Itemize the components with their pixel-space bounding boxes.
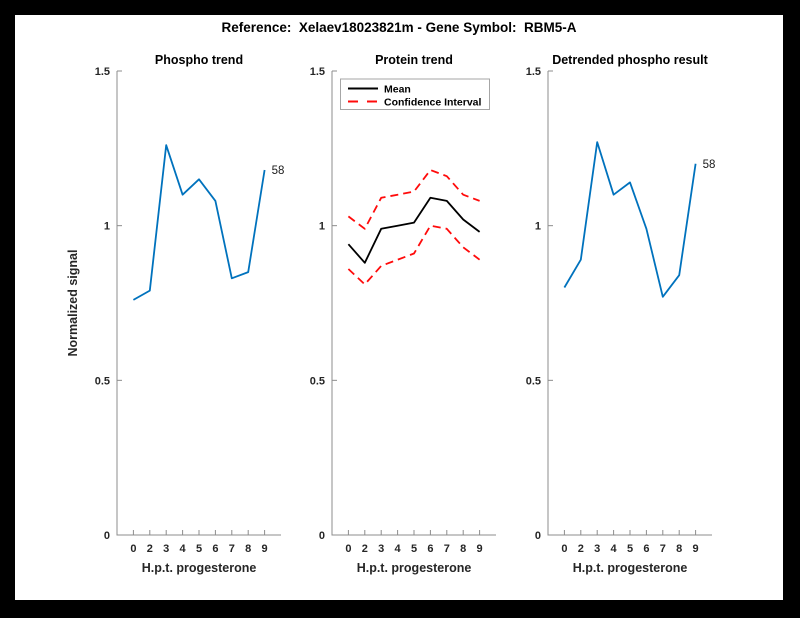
- x-tick-label: 9: [262, 543, 268, 555]
- y-tick-label: 0: [535, 530, 541, 542]
- x-tick-label: 3: [378, 543, 384, 555]
- x-tick-label: 4: [180, 543, 187, 555]
- y-tick-label: 1.5: [95, 66, 110, 78]
- x-tick-label: 2: [578, 543, 584, 555]
- y-tick-label: 0.5: [526, 375, 541, 387]
- x-tick-label: 5: [411, 543, 417, 555]
- series-confidence-interval-lower-line: [347, 224, 481, 286]
- x-tick-label: 7: [660, 543, 666, 555]
- series-phospho-signal-line: [132, 144, 266, 301]
- x-tick-label: 8: [245, 543, 251, 555]
- x-tick-label: 4: [611, 543, 618, 555]
- subplot-title: Detrended phospho result: [552, 53, 708, 67]
- x-tick-label: 4: [395, 543, 402, 555]
- y-axis-label: Normalized signal: [66, 250, 80, 357]
- x-axis-label: H.p.t. progesterone: [357, 561, 472, 575]
- x-tick-label: 9: [693, 543, 699, 555]
- legend-entry-label: Mean: [384, 84, 411, 96]
- series-confidence-interval-upper-line: [347, 169, 480, 230]
- x-tick-label: 0: [561, 543, 567, 555]
- y-tick-label: 1.5: [310, 66, 325, 78]
- endpoint-value-label: 58: [703, 159, 716, 171]
- x-tick-label: 2: [362, 543, 368, 555]
- y-tick-label: 1.5: [526, 66, 541, 78]
- x-axis-label: H.p.t. progesterone: [573, 561, 688, 575]
- x-tick-label: 7: [229, 543, 235, 555]
- figure-title: Reference: Xelaev18023821m - Gene Symbol…: [221, 20, 577, 35]
- subplot-title: Phospho trend: [155, 53, 243, 67]
- x-tick-label: 8: [460, 543, 466, 555]
- legend-entry-label: Confidence Interval: [384, 97, 482, 109]
- series-mean-line: [347, 196, 481, 264]
- axis-lines: [116, 71, 281, 536]
- x-axis-label: H.p.t. progesterone: [142, 561, 257, 575]
- x-tick-label: 9: [477, 543, 483, 555]
- series-detrended-phospho-signal-line: [563, 141, 697, 298]
- y-tick-label: 0: [104, 530, 110, 542]
- x-tick-label: 6: [427, 543, 433, 555]
- x-tick-label: 0: [345, 543, 351, 555]
- y-tick-label: 1: [319, 221, 325, 233]
- x-tick-label: 6: [643, 543, 649, 555]
- x-tick-label: 5: [196, 543, 202, 555]
- axis-lines: [547, 71, 712, 536]
- matlab-figure-canvas: Reference: Xelaev18023821m - Gene Symbol…: [15, 15, 783, 600]
- y-tick-label: 0.5: [95, 375, 110, 387]
- x-tick-label: 6: [212, 543, 218, 555]
- y-tick-label: 1: [535, 221, 541, 233]
- y-tick-label: 0: [319, 530, 325, 542]
- x-tick-label: 5: [627, 543, 633, 555]
- y-tick-label: 1: [104, 221, 110, 233]
- legend-box: [340, 78, 490, 110]
- x-tick-label: 2: [147, 543, 153, 555]
- x-tick-label: 7: [444, 543, 450, 555]
- y-tick-label: 0.5: [310, 375, 325, 387]
- x-tick-label: 3: [594, 543, 600, 555]
- x-tick-label: 0: [130, 543, 136, 555]
- subplot-title: Protein trend: [375, 53, 453, 67]
- x-tick-label: 8: [676, 543, 682, 555]
- endpoint-value-label: 58: [272, 165, 285, 177]
- x-tick-label: 3: [163, 543, 169, 555]
- axis-lines: [331, 71, 496, 536]
